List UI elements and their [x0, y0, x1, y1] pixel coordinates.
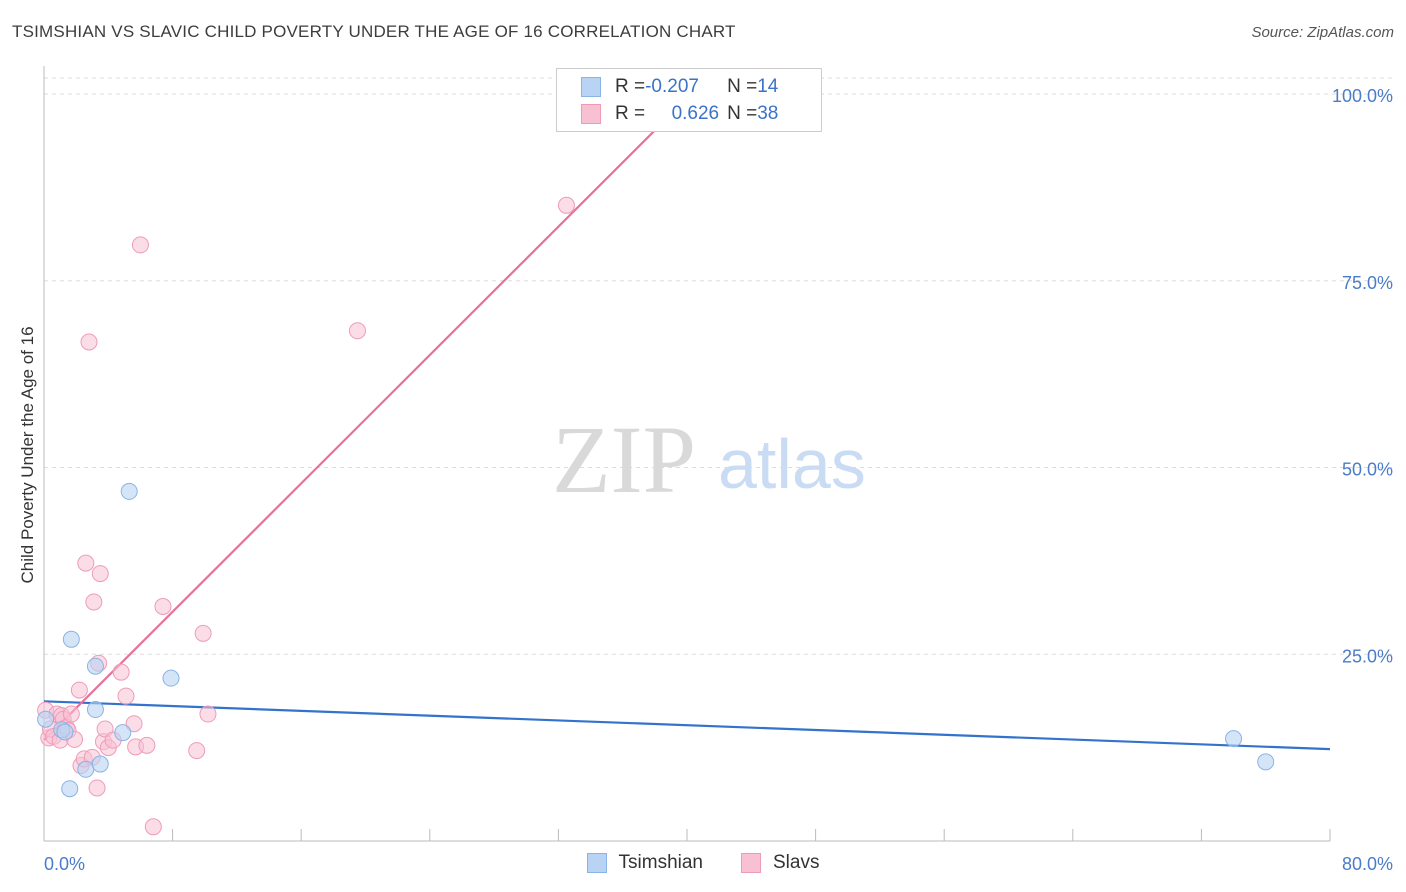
data-point-slavs: [125, 715, 143, 733]
data-point-slavs: [117, 687, 135, 705]
data-point-tsimshian: [114, 724, 132, 742]
series-label-slavs: Slavs: [773, 852, 820, 873]
points-layer: [37, 196, 1275, 836]
watermark-atlas: atlas: [718, 425, 866, 503]
data-point-slavs: [112, 663, 130, 681]
data-point-slavs: [138, 736, 156, 754]
y-tick-label: 100.0%: [1332, 86, 1393, 106]
data-point-tsimshian: [1257, 753, 1275, 771]
trend-layer: [43, 89, 1331, 751]
series-legend-slavs[interactable]: Slavs: [741, 852, 819, 874]
x-tick-label: 0.0%: [44, 854, 85, 874]
data-point-slavs: [144, 818, 162, 836]
series-legend-tsimshian[interactable]: Tsimshian: [586, 852, 703, 874]
series-swatch-tsimshian: [586, 853, 607, 873]
data-point-slavs: [188, 742, 206, 760]
grid-layer: [44, 77, 1393, 655]
data-point-slavs: [348, 322, 366, 340]
data-point-tsimshian: [1225, 730, 1243, 748]
watermark-zip: ZIP: [552, 406, 696, 513]
legend-n-label: N =: [727, 103, 758, 124]
data-point-slavs: [194, 624, 212, 642]
y-tick-label: 50.0%: [1342, 460, 1393, 480]
series-label-tsimshian: Tsimshian: [618, 852, 703, 873]
data-point-slavs: [557, 196, 575, 214]
data-point-slavs: [85, 593, 103, 611]
data-point-tsimshian: [37, 710, 55, 728]
data-point-tsimshian: [86, 701, 104, 719]
legend-r-label: R =: [615, 76, 646, 97]
legend-swatch-slavs: [581, 104, 601, 124]
series-swatch-slavs: [741, 853, 761, 873]
data-point-slavs: [91, 565, 109, 583]
legend-swatch-tsimshian: [581, 77, 601, 97]
trendline-slavs: [43, 89, 696, 741]
data-point-slavs: [88, 779, 106, 797]
data-point-tsimshian: [162, 669, 180, 687]
legend-r-value: 0.626: [671, 103, 720, 124]
watermark: ZIP atlas: [552, 406, 866, 513]
data-point-slavs: [199, 705, 217, 723]
data-point-slavs: [77, 554, 95, 572]
data-point-tsimshian: [56, 723, 74, 741]
correlation-legend: R = -0.207 N = 14 R = 0.626 N = 38: [556, 68, 822, 132]
data-point-slavs: [62, 705, 80, 723]
legend-row-slavs: R = 0.626 N = 38: [581, 102, 778, 126]
legend-row-tsimshian: R = -0.207 N = 14: [581, 75, 778, 99]
axis-layer: [43, 66, 1331, 842]
y-tick-label: 75.0%: [1342, 273, 1393, 293]
data-point-slavs: [131, 236, 149, 254]
data-point-slavs: [154, 597, 172, 615]
y-tick-label: 25.0%: [1342, 646, 1393, 666]
legend-r-value: -0.207: [645, 76, 699, 97]
legend-r-label: R =: [615, 103, 646, 124]
data-point-tsimshian: [120, 482, 138, 500]
tick-labels: 25.0% 50.0% 75.0% 100.0% 0.0% 80.0%: [44, 86, 1393, 874]
legend-n-label: N =: [727, 76, 758, 97]
trendline-tsimshian: [43, 700, 1331, 751]
data-point-tsimshian: [91, 755, 109, 773]
data-point-tsimshian: [86, 657, 104, 675]
x-tick-label: 80.0%: [1342, 854, 1393, 874]
data-point-tsimshian: [61, 780, 79, 798]
legend-n-value: 14: [757, 76, 779, 97]
data-point-tsimshian: [77, 760, 95, 778]
data-point-tsimshian: [62, 630, 80, 648]
series-legend: Tsimshian Slavs: [0, 852, 1406, 874]
data-point-slavs: [70, 681, 88, 699]
legend-n-value: 38: [757, 103, 779, 124]
chart-title: TSIMSHIAN VS SLAVIC CHILD POVERTY UNDER …: [12, 22, 736, 41]
data-point-slavs: [80, 333, 98, 351]
source-credit: Source: ZipAtlas.com: [1251, 24, 1394, 41]
